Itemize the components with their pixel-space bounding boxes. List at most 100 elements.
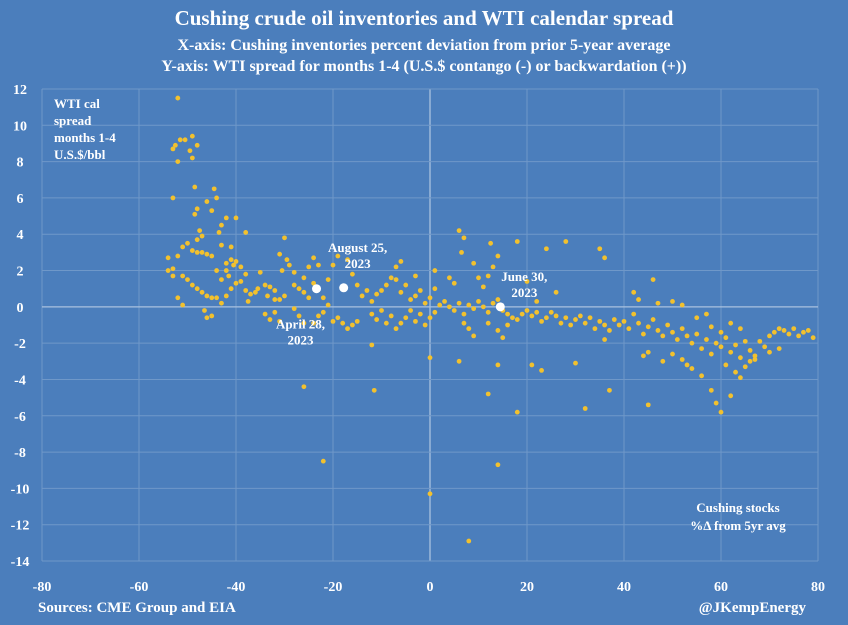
data-point	[325, 302, 331, 308]
y-tick-label: 0	[17, 301, 24, 316]
data-point	[723, 335, 729, 341]
data-point	[645, 402, 651, 408]
data-point	[558, 320, 564, 326]
data-point	[733, 369, 738, 375]
data-point	[771, 329, 777, 335]
data-point	[204, 293, 210, 299]
data-point	[495, 253, 501, 259]
data-point	[505, 311, 510, 317]
data-point	[660, 333, 666, 339]
data-point	[563, 315, 569, 321]
data-point	[354, 318, 360, 324]
x-tick-label: 0	[427, 580, 434, 595]
data-point	[694, 315, 700, 321]
x-tick-label: -80	[33, 580, 52, 595]
data-point	[485, 309, 491, 315]
data-point	[602, 337, 607, 342]
data-point	[383, 320, 389, 326]
point-annotation: August 25,	[328, 240, 387, 255]
data-point	[674, 337, 680, 342]
data-point	[742, 338, 748, 344]
data-point	[223, 260, 229, 266]
data-point	[607, 387, 612, 393]
data-point	[539, 367, 544, 373]
data-point	[514, 317, 520, 322]
data-point	[170, 195, 176, 201]
data-point	[796, 333, 801, 339]
data-point	[451, 280, 457, 286]
data-point	[592, 326, 598, 332]
data-point	[679, 326, 685, 332]
data-point	[553, 313, 559, 319]
data-point	[422, 322, 428, 328]
data-point	[262, 311, 268, 317]
data-point	[786, 331, 792, 337]
data-point	[563, 239, 569, 244]
data-point	[379, 308, 384, 313]
data-point	[704, 337, 709, 342]
data-point	[810, 335, 816, 341]
data-point	[650, 277, 656, 283]
data-point	[738, 355, 743, 361]
data-point	[233, 215, 239, 221]
data-point	[350, 322, 355, 328]
data-point	[490, 300, 496, 306]
data-point	[597, 318, 603, 324]
data-point	[272, 297, 278, 302]
data-point	[427, 491, 433, 497]
highlighted-point	[312, 284, 322, 294]
data-point	[611, 317, 617, 322]
data-point	[219, 242, 224, 248]
data-point	[553, 289, 559, 295]
data-point	[192, 184, 198, 190]
data-point	[461, 235, 467, 241]
data-point	[413, 293, 418, 299]
data-point	[718, 409, 724, 415]
data-point	[282, 235, 287, 241]
data-point	[495, 297, 501, 302]
data-point	[413, 318, 418, 324]
data-point	[345, 326, 350, 332]
point-annotation: April 28,	[276, 317, 325, 332]
data-point	[398, 259, 404, 264]
data-point	[262, 282, 268, 288]
data-point	[670, 351, 675, 357]
data-point	[335, 315, 341, 321]
data-point	[284, 257, 290, 263]
data-point	[417, 311, 423, 317]
data-point	[175, 95, 181, 101]
data-point	[316, 313, 321, 319]
data-point	[398, 320, 404, 326]
data-point	[330, 262, 336, 268]
data-point	[432, 286, 438, 292]
data-point	[209, 208, 215, 214]
data-point	[645, 349, 651, 355]
data-point	[311, 320, 316, 326]
data-point	[708, 351, 714, 357]
data-point	[708, 324, 714, 330]
data-point	[718, 344, 724, 350]
data-point	[374, 317, 380, 322]
data-point	[636, 320, 641, 326]
data-point	[175, 295, 181, 301]
data-point	[189, 282, 195, 288]
data-point	[621, 318, 627, 324]
data-point	[223, 215, 229, 221]
data-point	[398, 289, 404, 295]
data-point	[194, 142, 200, 148]
tick-labels: -80 -60 -40 -20 0 20 40 60 80121086420-2-4-6-8-1…	[11, 83, 825, 595]
data-point	[660, 358, 666, 364]
data-point	[209, 313, 215, 319]
data-point	[665, 322, 671, 328]
data-point	[432, 309, 438, 315]
data-point	[466, 326, 472, 332]
data-point	[320, 458, 326, 464]
data-point	[223, 268, 229, 273]
data-point	[282, 293, 287, 299]
data-point	[602, 255, 607, 261]
data-point	[216, 230, 222, 235]
data-point	[170, 273, 176, 279]
x-tick-label: -40	[227, 580, 246, 595]
data-point	[544, 246, 549, 252]
y-tick-label: 10	[13, 119, 27, 134]
